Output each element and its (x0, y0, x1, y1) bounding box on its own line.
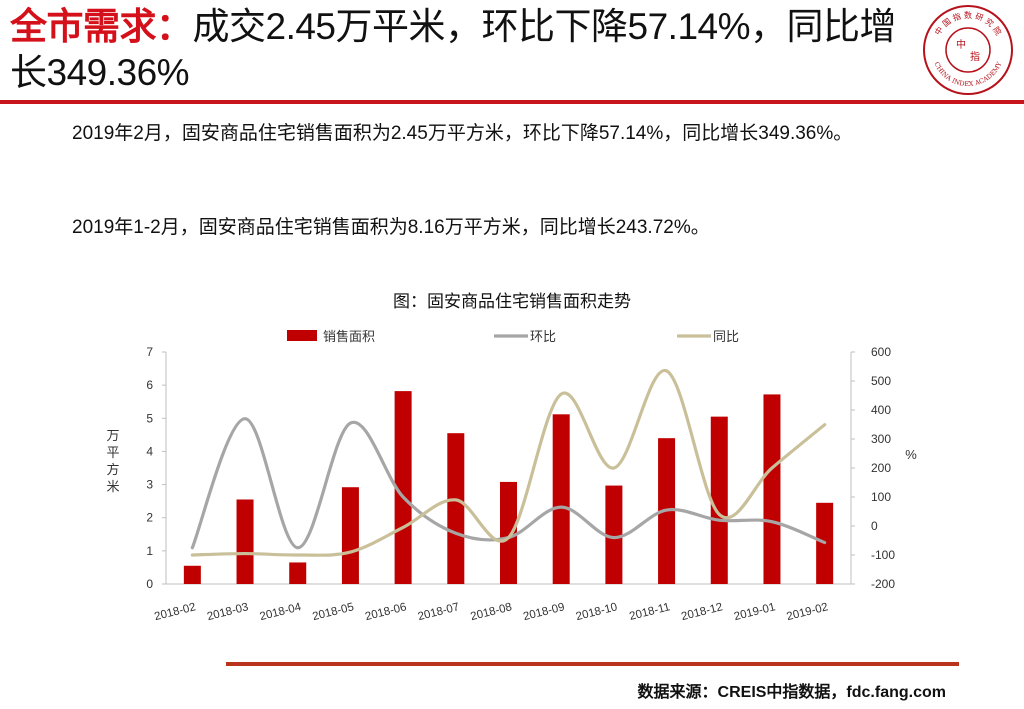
x-tick-label: 2018-04 (259, 601, 303, 623)
x-tick-label: 2019-02 (786, 601, 830, 623)
sales-area-chart: 0 1 2 3 4 5 6 7 -200 -100 0 100 200 300 400 500 600 万平方米%… (106, 329, 917, 623)
legend-swatch-销售面积 (287, 330, 317, 341)
right-tick-label: -200 (871, 577, 895, 591)
paragraph-1: 2019年2月，固安商品住宅销售面积为2.45万平方米，环比下降57.14%，同… (72, 123, 853, 144)
right-tick-label: 100 (871, 490, 891, 504)
left-axis-label-char: 米 (106, 479, 119, 494)
left-axis-label-char: 方 (106, 462, 119, 477)
x-tick-label: 2018-05 (311, 601, 355, 623)
x-tick-label: 2018-11 (628, 601, 671, 623)
title-highlight: 全市需求： (10, 6, 193, 47)
title-text: 成交2.45万平米，环比下降57.14%，同比增长349.36% (10, 6, 897, 93)
china-index-academy-logo-icon: 中 国 指 数 研 究 院 CHINA INDEX ACADEMY 中 指 (922, 4, 1014, 96)
logo-center-left: 中 (956, 38, 966, 51)
bar-2018-03 (236, 499, 254, 584)
data-source: 数据来源：CREIS中指数据，fdc.fang.com (637, 684, 946, 701)
logo-center-right: 指 (970, 50, 980, 63)
right-axis-label: % (905, 447, 917, 462)
bar-2018-06 (394, 391, 412, 584)
legend-label-销售面积: 销售面积 (323, 329, 375, 344)
left-tick-label: 2 (146, 511, 153, 525)
paragraph-2: 2019年1-2月，固安商品住宅销售面积为8.16万平方米，同比增长243.72… (72, 217, 710, 238)
slide-title: 全市需求：成交2.45万平米，环比下降57.14%，同比增长349.36% (10, 4, 920, 96)
left-axis-label-char: 万 (106, 428, 119, 443)
x-tick-label: 2019-01 (733, 601, 777, 623)
bar-2018-12 (710, 416, 728, 584)
left-tick-label: 7 (146, 345, 153, 359)
right-tick-label: 400 (871, 403, 891, 417)
left-tick-label: 5 (146, 411, 153, 425)
x-tick-label: 2018-08 (469, 601, 513, 623)
bar-2018-07 (447, 433, 465, 584)
svg-text:CHINA INDEX ACADEMY: CHINA INDEX ACADEMY (933, 60, 1004, 88)
right-tick-label: 0 (871, 519, 878, 533)
right-tick-label: 200 (871, 461, 891, 475)
bar-2018-08 (500, 481, 517, 584)
bar-2018-10 (605, 485, 623, 584)
left-tick-label: 6 (146, 378, 153, 392)
right-tick-label: 300 (871, 432, 891, 446)
x-tick-label: 2018-02 (153, 601, 197, 623)
left-tick-label: 0 (146, 577, 153, 591)
x-tick-label: 2018-06 (364, 601, 408, 623)
bar-2018-02 (183, 565, 201, 584)
right-tick-label: -100 (871, 548, 895, 562)
right-tick-label: 600 (871, 345, 891, 359)
legend-label-环比: 环比 (530, 329, 556, 344)
right-tick-label: 500 (871, 374, 891, 388)
left-tick-label: 4 (146, 444, 153, 458)
bar-2019-01 (763, 394, 781, 584)
bar-2018-05 (341, 487, 359, 584)
bottom-divider (226, 662, 959, 666)
left-tick-label: 1 (146, 544, 153, 558)
x-tick-label: 2018-10 (575, 601, 619, 623)
x-tick-label: 2018-07 (417, 601, 461, 623)
line-环比 (190, 417, 827, 550)
x-tick-label: 2018-09 (522, 601, 566, 623)
legend-label-同比: 同比 (713, 329, 739, 344)
left-tick-label: 3 (146, 478, 153, 492)
bar-2018-09 (552, 414, 570, 584)
title-divider (0, 100, 1024, 104)
line-同比 (190, 369, 827, 557)
bar-2018-04 (289, 562, 307, 584)
x-tick-label: 2018-12 (680, 601, 724, 623)
x-tick-label: 2018-03 (206, 601, 250, 623)
left-axis-label-char: 平 (106, 445, 119, 460)
logo-bottom-text: CHINA INDEX ACADEMY (933, 60, 1004, 88)
chart-title: 图：固安商品住宅销售面积走势 (393, 292, 631, 311)
